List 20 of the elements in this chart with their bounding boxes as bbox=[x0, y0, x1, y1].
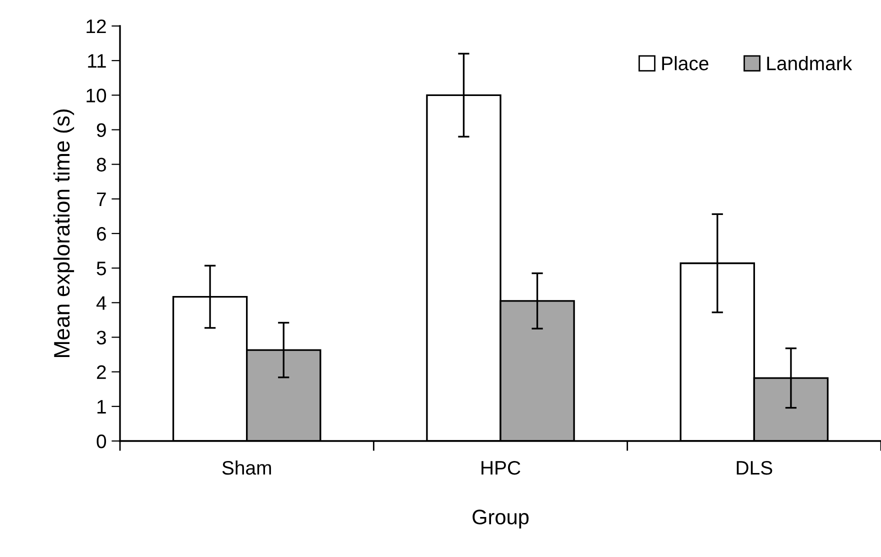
x-tick-label: HPC bbox=[482, 460, 520, 475]
x-tick-label: Sham bbox=[222, 460, 271, 475]
y-tick-label: 2 bbox=[96, 365, 106, 379]
y-axis-title: Mean exploration time (s) bbox=[53, 110, 74, 358]
y-tick-label: 0 bbox=[96, 434, 106, 448]
y-tick-label: 8 bbox=[96, 158, 106, 172]
y-tick-label: 11 bbox=[88, 54, 106, 68]
y-tick-label: 9 bbox=[96, 123, 106, 137]
y-tick-label: 12 bbox=[86, 19, 106, 34]
y-tick-label: 6 bbox=[96, 226, 106, 241]
y-tick-label: 10 bbox=[86, 88, 106, 102]
y-tick-label: 1 bbox=[97, 400, 106, 414]
y-tick-label: 5 bbox=[96, 262, 106, 276]
legend-label: Landmark bbox=[767, 56, 852, 70]
legend-label: Place bbox=[662, 56, 708, 70]
x-tick-label: DLS bbox=[736, 460, 772, 475]
y-tick-label: 3 bbox=[96, 330, 106, 344]
y-tick-label: 4 bbox=[96, 296, 106, 310]
x-axis-title: Group bbox=[472, 510, 529, 529]
y-tick-label: 7 bbox=[96, 192, 106, 206]
